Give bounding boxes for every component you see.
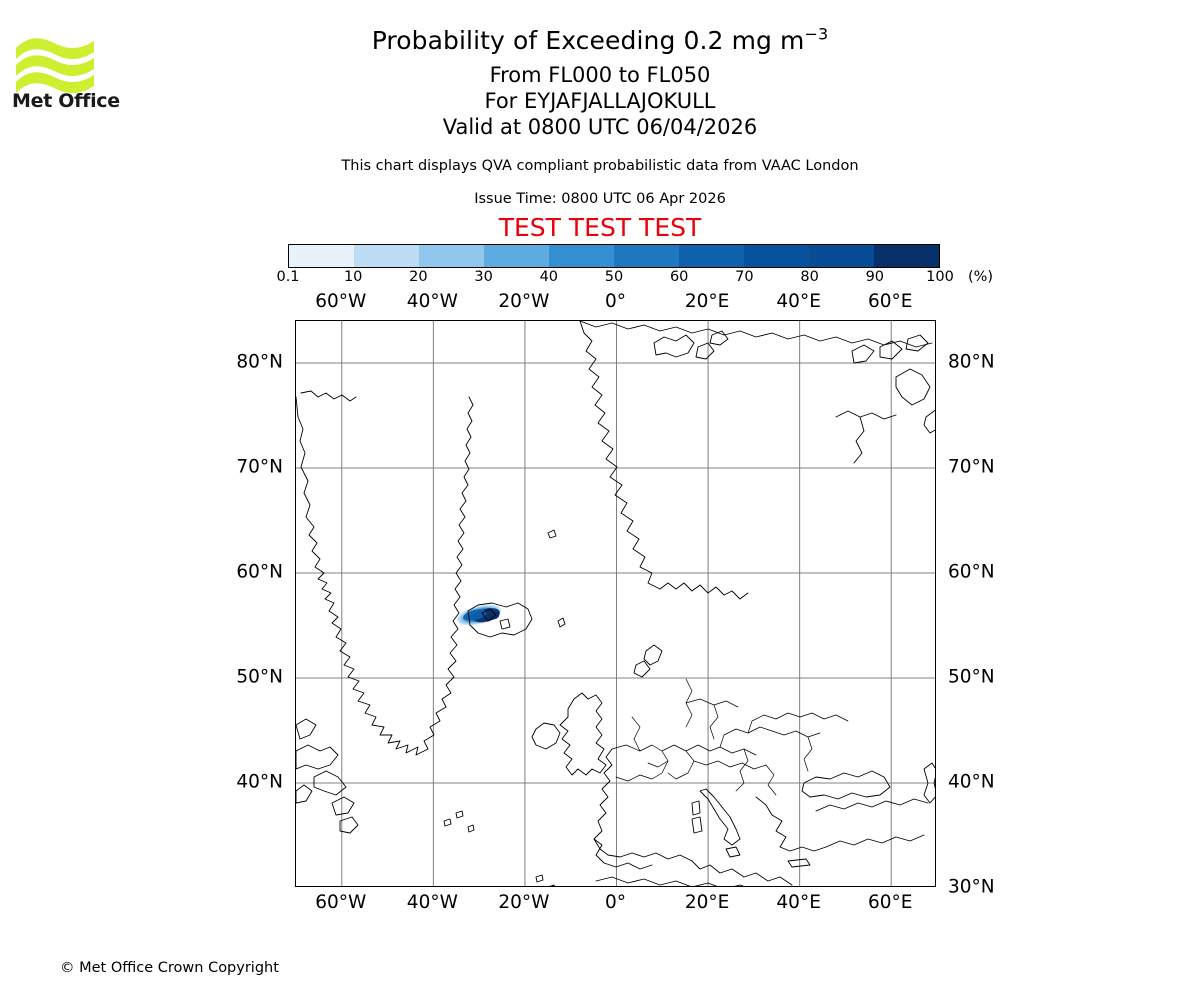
lon-label-bottom-40: 40°E: [776, 892, 821, 913]
colorbar-tick-100: 100: [926, 269, 954, 285]
page-title-exponent: −3: [804, 24, 829, 44]
colorbar-bin-1: [354, 245, 419, 267]
flight-level-subtitle: From FL000 to FL050: [489, 63, 711, 87]
lon-label-bottom--40: 40°W: [406, 892, 458, 913]
colorbar-tick-60: 60: [669, 269, 689, 285]
lat-label-right-60: 60°N: [948, 561, 995, 583]
lon-label-top--60: 60°W: [315, 291, 367, 312]
lon-label-bottom-60: 60°E: [867, 892, 913, 913]
lon-label-top--40: 40°W: [406, 291, 458, 312]
page-title-text: Probability of Exceeding 0.2 mg m: [371, 26, 805, 55]
colorbar-tick-70: 70: [735, 269, 754, 285]
lat-label-left-70: 70°N: [236, 456, 283, 478]
lat-label-right-80: 80°N: [948, 351, 995, 373]
lat-label-right-50: 50°N: [948, 666, 995, 688]
met-office-wordmark: Met Office: [12, 90, 120, 112]
lon-label-bottom-20: 20°E: [684, 892, 730, 913]
lat-label-left-40: 40°N: [236, 771, 283, 793]
copyright-footer: © Met Office Crown Copyright: [60, 960, 279, 976]
qva-compliance-note: This chart displays QVA compliant probab…: [341, 158, 859, 174]
lat-label-left-80: 80°N: [236, 351, 283, 373]
colorbar-tick-30: 30: [474, 269, 493, 285]
colorbar-bin-5: [614, 245, 679, 267]
test-banner: TEST TEST TEST: [498, 213, 702, 242]
lat-label-right-70: 70°N: [948, 456, 995, 478]
colorbar-bin-4: [549, 245, 614, 267]
lon-label-bottom--20: 20°W: [498, 892, 550, 913]
lon-label-top-0: 0°: [604, 291, 627, 312]
valid-time-subtitle: Valid at 0800 UTC 06/04/2026: [442, 115, 758, 139]
colorbar-bin-8: [809, 245, 874, 267]
lat-label-right-40: 40°N: [948, 771, 995, 793]
lon-label-top-60: 60°E: [867, 291, 913, 312]
colorbar-bin-9: [874, 245, 939, 267]
lon-label-top--20: 20°W: [498, 291, 550, 312]
colorbar-tick-50: 50: [604, 269, 624, 285]
lon-label-top-20: 20°E: [684, 291, 730, 312]
colorbar-tick-80: 80: [800, 269, 819, 285]
issue-time-label: Issue Time: 0800 UTC 06 Apr 2026: [474, 191, 726, 207]
colorbar-tick-40: 40: [539, 269, 559, 285]
colorbar-tick-0.1: 0.1: [276, 269, 300, 285]
colorbar-tick-labels: 0.1 10 20 30 40 50 60 70 80 90 100: [276, 269, 953, 289]
lat-label-left-60: 60°N: [236, 561, 283, 583]
lon-label-top-40: 40°E: [776, 291, 821, 312]
colorbar-unit-label: (%): [968, 269, 994, 285]
map-coastlines: [296, 321, 935, 886]
map-gridlines: [296, 321, 935, 886]
map-plot-area: [295, 320, 936, 887]
colorbar-bin-7: [744, 245, 809, 267]
colorbar-tick-20: 20: [409, 269, 428, 285]
lat-label-right-30: 30°N: [948, 876, 995, 898]
colorbar-tick-90: 90: [865, 269, 885, 285]
colorbar-gradient: [288, 244, 940, 268]
lat-label-left-50: 50°N: [236, 666, 283, 688]
met-office-logo: [16, 38, 94, 94]
volcano-subtitle: For EYJAFJALLAJOKULL: [484, 89, 716, 113]
colorbar-bin-2: [419, 245, 484, 267]
colorbar-bin-3: [484, 245, 549, 267]
colorbar-tick-10: 10: [343, 269, 363, 285]
colorbar-bin-0: [289, 245, 354, 267]
lon-label-bottom-0: 0°: [604, 892, 627, 913]
probability-colorbar: [288, 244, 940, 268]
page-title: Probability of Exceeding 0.2 mg m−3: [0, 26, 1200, 55]
lon-label-bottom--60: 60°W: [315, 892, 367, 913]
colorbar-bin-6: [679, 245, 744, 267]
